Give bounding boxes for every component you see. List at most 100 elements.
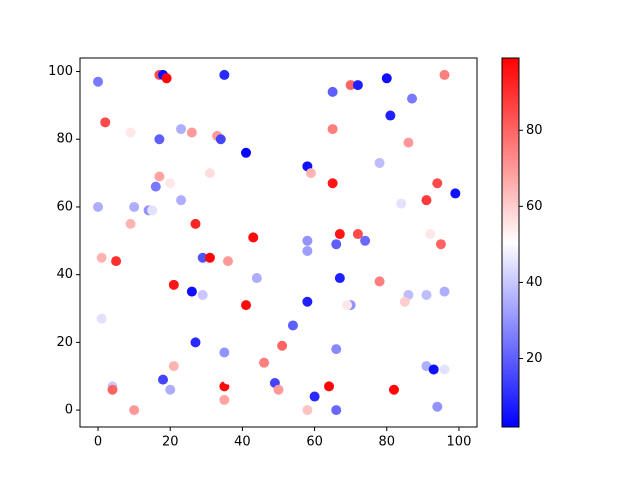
colorbar-tick-label: 60 xyxy=(526,199,543,214)
scatter-point xyxy=(309,391,320,402)
scatter-point xyxy=(100,117,111,128)
scatter-point xyxy=(331,239,342,250)
colorbar-tick-label: 80 xyxy=(526,123,543,138)
scatter-point xyxy=(399,296,410,307)
scatter-point xyxy=(241,300,252,311)
scatter-point xyxy=(129,201,140,212)
scatter-point xyxy=(222,374,233,385)
scatter-point xyxy=(154,171,165,182)
colorbar xyxy=(501,57,520,428)
scatter-point xyxy=(165,178,176,189)
scatter-point xyxy=(154,134,165,145)
scatter-point xyxy=(107,384,118,395)
scatter-point xyxy=(197,252,208,263)
scatter-point xyxy=(432,401,443,412)
scatter-point xyxy=(287,320,298,331)
scatter-point xyxy=(219,394,230,405)
scatter-point xyxy=(381,73,392,84)
scatter-point xyxy=(334,273,345,284)
x-tick-label: 60 xyxy=(306,435,323,450)
scatter-point xyxy=(302,296,313,307)
scatter-point xyxy=(204,252,215,263)
scatter-point xyxy=(388,384,399,395)
scatter-point xyxy=(374,157,385,168)
scatter-point xyxy=(352,229,363,240)
scatter-point xyxy=(125,127,136,138)
scatter-point xyxy=(215,134,226,145)
scatter-point xyxy=(421,195,432,206)
scatter-point xyxy=(302,245,313,256)
scatter-point xyxy=(248,232,259,243)
scatter-point xyxy=(331,344,342,355)
scatter-point xyxy=(324,381,335,392)
scatter-point xyxy=(428,364,439,375)
scatter-point xyxy=(302,405,313,416)
x-tick-label: 20 xyxy=(162,435,179,450)
scatter-point xyxy=(450,188,461,199)
scatter-point xyxy=(432,178,443,189)
scatter-point xyxy=(385,110,396,121)
scatter-point xyxy=(158,374,169,385)
scatter-point xyxy=(241,147,252,158)
scatter-point xyxy=(407,93,418,104)
scatter-point xyxy=(96,313,107,324)
scatter-point xyxy=(219,347,230,358)
y-tick-label: 0 xyxy=(65,403,73,418)
scatter-point xyxy=(331,405,342,416)
scatter-point xyxy=(403,137,414,148)
plot-frame xyxy=(79,57,478,428)
scatter-point xyxy=(147,205,158,216)
x-tick-label: 0 xyxy=(94,435,102,450)
scatter-point xyxy=(150,181,161,192)
y-tick-label: 60 xyxy=(56,199,73,214)
scatter-point xyxy=(219,69,230,80)
scatter-point xyxy=(93,76,104,87)
scatter-point xyxy=(439,364,450,375)
scatter-point xyxy=(305,168,316,179)
scatter-point xyxy=(176,195,187,206)
scatter-point xyxy=(396,198,407,209)
scatter-point xyxy=(360,235,371,246)
scatter-point xyxy=(342,300,353,311)
scatter-point xyxy=(352,80,363,91)
scatter-point xyxy=(439,69,450,80)
scatter-point xyxy=(190,337,201,348)
scatter-point xyxy=(96,252,107,263)
colorbar-tick-label: 40 xyxy=(526,275,543,290)
x-tick-label: 80 xyxy=(378,435,395,450)
scatter-point xyxy=(259,357,270,368)
scatter-point xyxy=(111,256,122,267)
scatter-point xyxy=(168,279,179,290)
scatter-point xyxy=(222,256,233,267)
colorbar-tick-label: 20 xyxy=(526,351,543,366)
x-tick-label: 100 xyxy=(447,435,472,450)
scatter-point xyxy=(186,286,197,297)
scatter-point xyxy=(277,340,288,351)
scatter-point xyxy=(435,239,446,250)
scatter-point xyxy=(421,289,432,300)
scatter-point xyxy=(204,168,215,179)
scatter-point xyxy=(176,124,187,135)
scatter-point xyxy=(327,86,338,97)
y-tick-label: 100 xyxy=(48,64,73,79)
scatter-point xyxy=(273,384,284,395)
scatter-point xyxy=(327,124,338,135)
y-tick-label: 40 xyxy=(56,267,73,282)
scatter-point xyxy=(251,273,262,284)
scatter-point xyxy=(197,289,208,300)
y-tick-label: 80 xyxy=(56,132,73,147)
scatter-point xyxy=(190,218,201,229)
scatter-point xyxy=(334,229,345,240)
scatter-point xyxy=(93,201,104,212)
scatter-point xyxy=(327,178,338,189)
scatter-point xyxy=(168,361,179,372)
scatter-point xyxy=(302,235,313,246)
scatter-point xyxy=(125,218,136,229)
x-tick-label: 40 xyxy=(234,435,251,450)
scatter-point xyxy=(161,73,172,84)
scatter-point xyxy=(186,127,197,138)
scatter-point xyxy=(129,405,140,416)
scatter-point xyxy=(345,80,356,91)
